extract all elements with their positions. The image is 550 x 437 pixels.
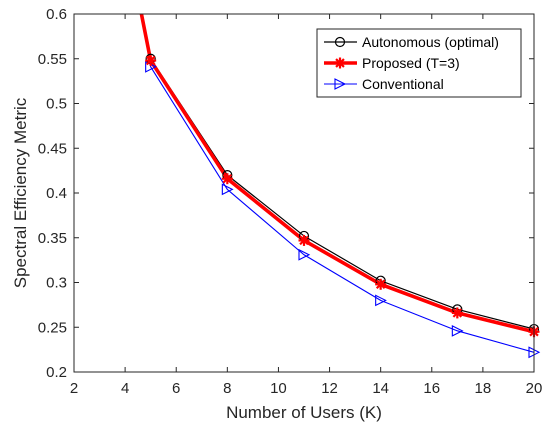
y-tick-label: 0.55 xyxy=(38,51,67,68)
y-tick-label: 0.3 xyxy=(46,275,67,292)
data-point-series-2 xyxy=(375,278,387,290)
data-point-series-2 xyxy=(298,234,310,246)
legend: Autonomous (optimal) Proposed (T=3) Conven… xyxy=(316,28,522,98)
data-point-series-3 xyxy=(298,248,311,261)
x-tick-label: 10 xyxy=(270,380,287,397)
x-tick-label: 4 xyxy=(121,380,129,397)
data-point-series-2 xyxy=(221,173,233,185)
x-tick-label: 14 xyxy=(372,380,389,397)
x-tick-label: 20 xyxy=(526,380,543,397)
legend-label: Autonomous (optimal) xyxy=(362,34,499,50)
y-tick-label: 0.6 xyxy=(46,6,67,23)
x-tick-label: 8 xyxy=(223,380,231,397)
x-tick-label: 12 xyxy=(321,380,338,397)
data-point-series-3 xyxy=(221,183,234,196)
x-tick-label: 18 xyxy=(475,380,492,397)
legend-label: Conventional xyxy=(362,76,444,92)
y-tick-label: 0.45 xyxy=(38,140,67,157)
x-tick-label: 16 xyxy=(423,380,440,397)
y-tick-label: 0.2 xyxy=(46,364,67,381)
legend-label: Proposed (T=3) xyxy=(362,55,460,71)
y-axis-title: Spectral Efficiency Metric xyxy=(11,97,30,288)
y-tick-label: 0.25 xyxy=(38,319,67,336)
legend-marker-3 xyxy=(334,78,347,90)
y-tick-label: 0.5 xyxy=(46,96,67,113)
data-point-series-2 xyxy=(145,55,157,67)
x-tick-label: 2 xyxy=(70,380,78,397)
x-tick-label: 6 xyxy=(172,380,180,397)
data-point-series-3 xyxy=(451,324,464,337)
x-axis-title: Number of Users (K) xyxy=(226,403,382,422)
data-point-series-3 xyxy=(375,294,387,307)
y-tick-label: 0.35 xyxy=(38,230,67,247)
legend-marker-2 xyxy=(334,57,346,69)
y-tick-label: 0.4 xyxy=(46,185,67,202)
data-point-series-2 xyxy=(451,307,463,319)
series-line-3 xyxy=(140,14,534,353)
legend-marker-1 xyxy=(334,36,346,48)
